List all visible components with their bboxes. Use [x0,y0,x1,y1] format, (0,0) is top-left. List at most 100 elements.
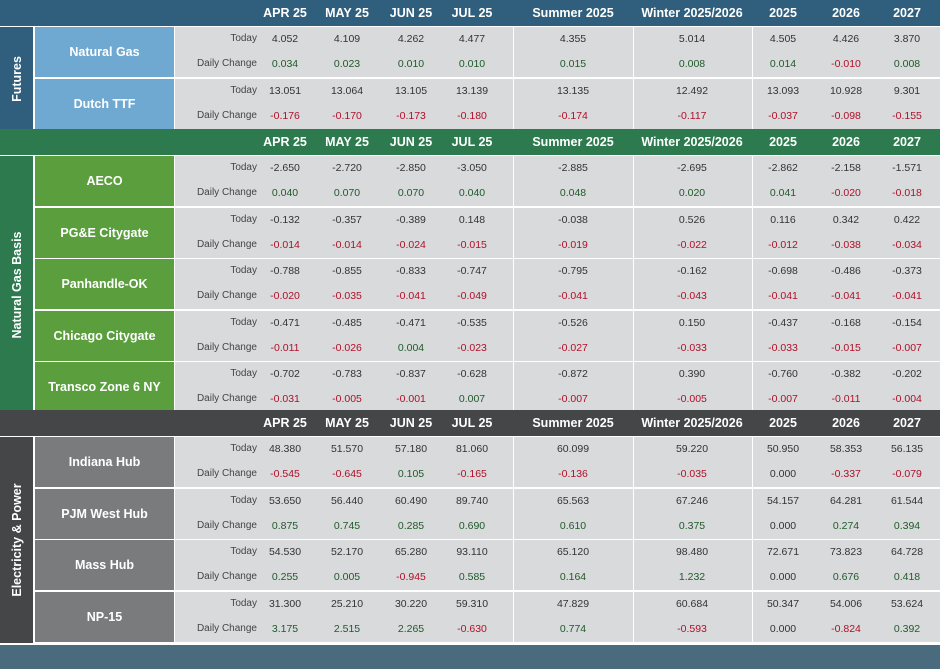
daily-change-value: 0.040 [271,187,299,199]
column-header: JUN 25 [389,135,433,149]
today-value: 12.492 [675,84,709,97]
daily-change-value: -0.001 [396,393,426,405]
today-value: -0.154 [892,316,922,329]
column-separator [513,78,514,129]
daily-change-value: -0.037 [768,109,798,122]
daily-change-value: -0.019 [558,238,588,251]
daily-change-value: -0.011 [270,341,300,354]
column-header: Winter 2025/2026 [641,416,743,430]
today-value: -0.373 [892,265,922,277]
column-separator [513,259,514,309]
daily-change-value: -0.165 [457,468,487,480]
instrument-label[interactable]: Panhandle-OK [35,259,174,309]
daily-change-value: 0.418 [893,571,921,583]
today-value: -2.862 [768,162,798,174]
today-value: -0.132 [270,213,300,226]
column-separator [752,591,753,642]
today-value: -2.158 [831,162,861,174]
today-value: -0.872 [558,368,588,380]
daily-change-value: -0.041 [558,290,588,302]
table-row: Today Daily Change -2.650 -2.720 -2.850 -3.05… [175,156,940,206]
instrument-label[interactable]: PG&E Citygate [35,207,174,258]
today-value: 4.262 [397,33,425,45]
instrument-label[interactable]: Chicago Citygate [35,310,174,361]
today-value: 3.870 [893,33,921,45]
table-row: Today Daily Change 31.300 25.210 30.220 59.31… [175,591,940,642]
instrument-label[interactable]: Natural Gas [35,27,174,77]
instrument-label[interactable]: Dutch TTF [35,78,174,129]
daily-change-value: -0.035 [677,468,707,480]
daily-change-value: 0.000 [769,468,797,480]
column-separator [752,156,753,206]
instrument-label[interactable]: Mass Hub [35,540,174,590]
column-separator [633,207,634,258]
today-value: 50.347 [766,597,800,610]
daily-change-value: -0.041 [768,290,798,302]
instrument-label[interactable]: NP-15 [35,591,174,642]
daily-change-value: -0.630 [457,622,487,635]
column-separator [633,488,634,539]
daily-change-value: 3.175 [271,622,299,635]
daily-change-value: -0.136 [558,468,588,480]
daily-change-value: -0.020 [270,290,300,302]
daily-change-value: -0.007 [768,393,798,405]
column-header: Summer 2025 [532,416,614,430]
column-separator [752,540,753,590]
today-value: -2.850 [396,162,426,174]
footer-bar [0,645,940,669]
daily-change-value: -0.033 [768,341,798,354]
today-value: 30.220 [394,597,428,610]
daily-change-value: -0.593 [677,622,707,635]
daily-change-value: 0.875 [271,519,299,532]
today-value: 25.210 [330,597,364,610]
daily-change-value: -0.018 [892,187,922,199]
today-value: -0.795 [558,265,588,277]
column-header: Winter 2025/2026 [641,6,743,20]
today-value: 60.684 [675,597,709,610]
column-separator [513,362,514,412]
column-separator [513,207,514,258]
daily-change-value: -0.155 [892,109,922,122]
today-value: -0.702 [270,368,300,380]
today-value: 4.109 [333,33,361,45]
column-header: JUN 25 [389,416,433,430]
daily-change-value: -0.337 [831,468,861,480]
daily-change-value: 2.515 [333,622,361,635]
row-label-today: Today [230,213,257,225]
table-row: Today Daily Change 53.650 56.440 60.490 89.74… [175,488,940,539]
daily-change-value: -0.031 [270,393,300,405]
instrument-label[interactable]: AECO [35,156,174,206]
daily-change-value: -0.014 [270,238,300,251]
column-header: MAY 25 [325,6,369,20]
column-header: JUN 25 [389,6,433,20]
daily-change-value: 0.105 [397,468,425,480]
section-title: Natural Gas Basis [9,231,24,339]
daily-change-value: -0.117 [677,109,707,122]
today-value: -3.050 [457,162,487,174]
daily-change-value: -0.041 [831,290,861,302]
column-separator [752,488,753,539]
daily-change-value: -0.034 [892,238,922,251]
column-header: 2025 [769,416,797,430]
today-value: 54.157 [766,494,800,507]
today-value: 57.180 [394,443,428,455]
today-value: 52.170 [330,546,364,558]
today-value: -0.760 [768,368,798,380]
row-label-daily-change: Daily Change [196,468,257,479]
today-value: 98.480 [675,546,709,558]
instrument-label[interactable]: Indiana Hub [35,437,174,487]
column-separator [752,78,753,129]
daily-change-value: 0.070 [333,187,361,199]
instrument-label[interactable]: Transco Zone 6 NY [35,362,174,412]
daily-change-value: -0.014 [332,238,362,251]
column-separator [513,437,514,487]
instrument-label[interactable]: PJM West Hub [35,488,174,539]
today-value: 48.380 [268,443,302,455]
column-separator [633,437,634,487]
column-header: APR 25 [263,416,307,430]
daily-change-value: -0.010 [831,58,861,70]
daily-change-value: -0.174 [558,109,588,122]
daily-change-value: 0.375 [678,519,706,532]
today-value: -0.357 [332,213,362,226]
daily-change-value: -0.049 [457,290,487,302]
